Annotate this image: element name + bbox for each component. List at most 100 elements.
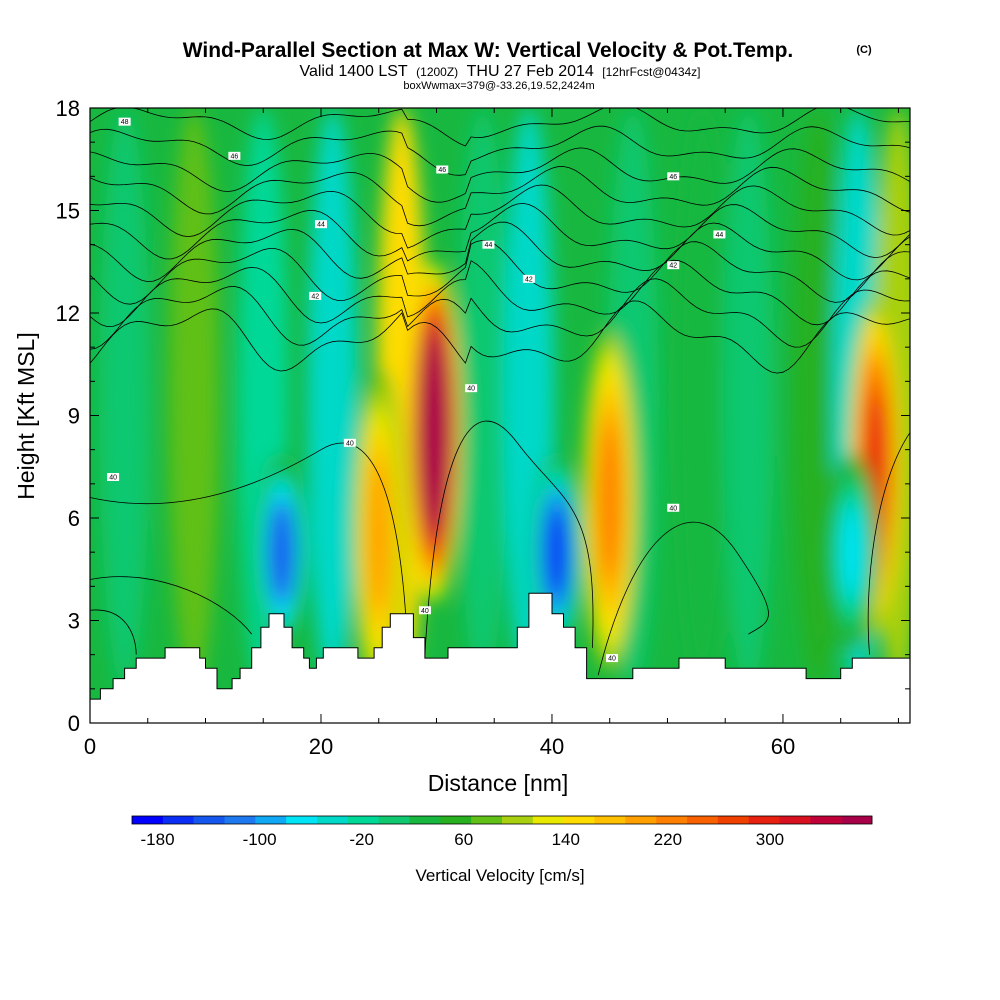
colorbar-tick-label: 220 xyxy=(654,830,682,849)
colorbar-swatch xyxy=(378,816,410,824)
colorbar-tick-label: 300 xyxy=(756,830,784,849)
colorbar-tick-label: -100 xyxy=(243,830,277,849)
svg-text:40: 40 xyxy=(421,608,429,615)
colorbar-tick-label: -180 xyxy=(141,830,175,849)
colorbar-swatch xyxy=(687,816,719,824)
contour-label: 40 xyxy=(667,503,680,512)
svg-text:46: 46 xyxy=(438,167,446,174)
contour-label: 44 xyxy=(314,220,327,229)
y-tick-label: 6 xyxy=(68,506,80,531)
contour-label: 46 xyxy=(228,151,241,160)
colorbar-swatch xyxy=(502,816,534,824)
theta-contour xyxy=(597,521,769,676)
contour-label: 42 xyxy=(309,291,322,300)
svg-text:42: 42 xyxy=(525,276,533,283)
field-updraft-2 xyxy=(599,425,621,577)
colorbar-tick-label: -20 xyxy=(349,830,374,849)
x-tick-label: 40 xyxy=(540,734,564,759)
svg-text:44: 44 xyxy=(317,222,325,229)
colorbar-swatch xyxy=(656,816,688,824)
colorbar-swatch xyxy=(810,816,842,824)
svg-text:44: 44 xyxy=(716,232,724,239)
colorbar-tick-label: 140 xyxy=(552,830,580,849)
colorbar-swatch xyxy=(779,816,811,824)
contour-label: 44 xyxy=(713,230,726,239)
axis-ticks xyxy=(89,107,910,724)
y-tick-label: 0 xyxy=(68,711,80,736)
field-band xyxy=(307,108,358,689)
colorbar-swatch xyxy=(132,816,164,824)
contour-label: 40 xyxy=(107,473,120,482)
colorbar-swatch xyxy=(317,816,349,824)
svg-text:44: 44 xyxy=(485,242,493,249)
field-band xyxy=(168,108,220,689)
theta-contour xyxy=(90,147,910,203)
plot-area: 48 46 46 46 44 44 44 42 42 42 40 40 40 40 40 40 xyxy=(90,108,910,723)
theta-contour xyxy=(90,221,910,283)
y-tick-label: 15 xyxy=(56,199,80,224)
colorbar-swatch xyxy=(841,816,873,824)
field-downdraft-1 xyxy=(271,508,293,596)
theta-contour xyxy=(90,125,910,176)
colorbar-swatch xyxy=(563,816,595,824)
field-band xyxy=(457,108,509,689)
contour-label: 46 xyxy=(667,172,680,181)
x-axis-label: Distance [nm] xyxy=(428,770,569,796)
colorbar-swatch xyxy=(286,816,318,824)
y-tick-label: 9 xyxy=(68,404,80,429)
chart-subtitle: Valid 1400 LST (1200Z) THU 27 Feb 2014 [… xyxy=(299,63,700,80)
theta-contour xyxy=(424,420,594,655)
theta-contour xyxy=(90,166,910,227)
copyright-mark: (C) xyxy=(856,44,872,56)
colorbar-frame xyxy=(131,815,873,825)
potential-temperature-contours xyxy=(90,108,910,676)
colorbar-tick-label: 60 xyxy=(454,830,473,849)
field-updraft-3 xyxy=(368,459,390,611)
theta-contour xyxy=(90,184,910,249)
contour-label: 48 xyxy=(118,117,131,126)
theta-contour xyxy=(90,278,910,350)
chart-title: Wind-Parallel Section at Max W: Vertical… xyxy=(183,39,794,62)
colorbar-swatch xyxy=(193,816,225,824)
theta-contour xyxy=(90,259,910,328)
svg-text:48: 48 xyxy=(121,119,129,126)
axis-tick-labels: 0 20 40 60 0 3 6 9 12 15 18 xyxy=(56,96,796,759)
contour-label: 42 xyxy=(522,274,535,283)
contour-label: 40 xyxy=(465,384,478,393)
colorbar-swatch xyxy=(409,816,441,824)
colorbar-title: Vertical Velocity [cm/s] xyxy=(415,866,584,885)
y-axis-label: Height [Kft MSL] xyxy=(13,332,39,499)
contour-label: 40 xyxy=(606,654,619,663)
colorbar-swatch xyxy=(594,816,626,824)
colorbar-swatch xyxy=(471,816,503,824)
svg-text:40: 40 xyxy=(109,475,117,482)
theta-contour xyxy=(867,432,910,655)
svg-text:42: 42 xyxy=(311,293,319,300)
colorbar-swatch xyxy=(255,816,287,824)
svg-text:42: 42 xyxy=(669,263,677,270)
theta-contour xyxy=(90,239,910,305)
vertical-velocity-field xyxy=(99,108,910,705)
colorbar-swatch xyxy=(440,816,472,824)
x-tick-label: 0 xyxy=(84,734,96,759)
x-tick-label: 20 xyxy=(309,734,333,759)
field-updraft-main xyxy=(423,357,445,508)
colorbar-swatch xyxy=(625,816,657,824)
svg-text:40: 40 xyxy=(346,440,354,447)
svg-text:40: 40 xyxy=(608,656,616,663)
svg-text:40: 40 xyxy=(669,505,677,512)
colorbar-swatch xyxy=(717,816,749,824)
box-info: boxWwmax=379@-33.26,19.52,2424m xyxy=(403,80,594,92)
y-tick-label: 18 xyxy=(56,96,80,121)
colorbar-swatch xyxy=(347,816,379,824)
theta-contour xyxy=(90,300,910,374)
svg-text:46: 46 xyxy=(230,153,238,160)
contour-label: 46 xyxy=(436,165,449,174)
terrain xyxy=(90,592,910,723)
contour-label: 44 xyxy=(482,240,495,249)
theta-contour xyxy=(90,609,137,655)
theta-contour xyxy=(90,442,409,648)
field-band xyxy=(676,108,728,689)
y-tick-label: 3 xyxy=(68,609,80,634)
